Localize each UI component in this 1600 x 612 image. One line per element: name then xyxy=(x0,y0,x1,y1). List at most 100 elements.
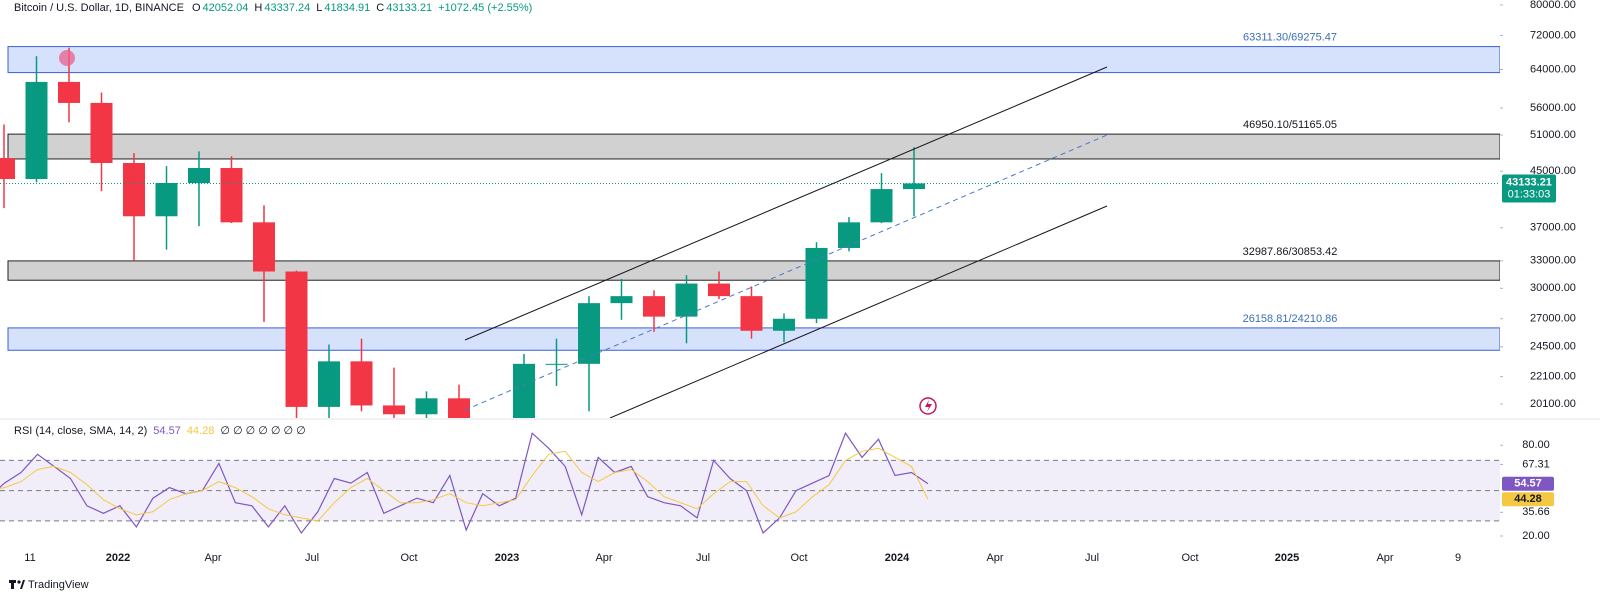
channel-lower xyxy=(609,205,1108,418)
x-tick-label: 2024 xyxy=(885,552,910,564)
footer-brand: TradingView xyxy=(28,579,89,591)
candle-body xyxy=(740,296,763,331)
rsi-legend-value: 54.57 xyxy=(153,425,181,437)
candle-body xyxy=(220,168,243,223)
axes: 63311.30/69275.47 46950.10/51165.05 32987.… xyxy=(24,0,1576,564)
symbol-header: Bitcoin / U.S. Dollar, 1D, BINANCE O 42052… xyxy=(14,2,538,14)
x-tick-label: 2022 xyxy=(106,552,130,564)
y-tick-label: 27000.00 xyxy=(1530,313,1576,325)
zone xyxy=(7,133,1500,160)
zone-label: 32987.86/30853.42 xyxy=(1243,246,1338,258)
candle-body xyxy=(610,296,633,304)
last-price-label: 43133.21 xyxy=(1506,176,1552,188)
candle-body xyxy=(448,398,470,418)
y-tick-label: 24500.00 xyxy=(1530,341,1576,353)
candle-body xyxy=(90,102,113,163)
x-tick-label: 11 xyxy=(24,552,35,564)
candle-body xyxy=(838,222,860,248)
x-tick-label: Apr xyxy=(595,552,612,564)
candle-body xyxy=(188,168,210,184)
x-tick-label: Apr xyxy=(204,552,221,564)
na-values: ∅ ∅ ∅ ∅ ∅ ∅ ∅ xyxy=(220,425,306,437)
x-tick-label: Oct xyxy=(790,552,807,564)
y-tick-label: 80000.00 xyxy=(1530,0,1576,11)
rsi-value-box xyxy=(1502,492,1554,507)
candle-body xyxy=(350,361,373,406)
rsi-line xyxy=(0,431,929,535)
candle-body xyxy=(643,296,665,317)
change: +1072.45 (+2.55%) xyxy=(438,2,533,14)
candle-body xyxy=(285,271,308,407)
ohlc-label: C xyxy=(376,2,385,14)
y-tick-label: 33000.00 xyxy=(1530,255,1576,267)
candle-body xyxy=(58,81,80,103)
rsi-legend: RSI (14, close, SMA, 14, 2) 54.57 44.28 ∅ ∅… xyxy=(14,424,312,437)
candle-body xyxy=(123,162,145,217)
candle-body xyxy=(773,318,795,331)
candle-body xyxy=(25,81,48,180)
rsi-value-box xyxy=(1502,476,1554,491)
y-tick-label: 37000.00 xyxy=(1530,222,1576,234)
candle-body xyxy=(415,398,438,415)
event-icon[interactable] xyxy=(919,397,937,415)
x-tick-label: 2023 xyxy=(495,552,519,564)
x-tick-label: 9 xyxy=(1455,552,1461,564)
candle-body xyxy=(253,222,275,272)
x-tick-label: Apr xyxy=(1376,552,1393,564)
symbol: Bitcoin / U.S. Dollar, 1D, BINANCE xyxy=(14,2,184,14)
zone xyxy=(7,327,1500,351)
ohlc-label: O xyxy=(191,2,201,14)
y-tick-label: 35.66 xyxy=(1522,506,1550,518)
last-price-box xyxy=(1502,174,1556,203)
ohlc-value: 42052.04 xyxy=(202,2,249,14)
candle-body xyxy=(318,361,340,407)
zone-label: 26158.81/24210.86 xyxy=(1243,313,1338,325)
candle-body xyxy=(155,183,178,217)
rsi-line xyxy=(0,447,929,522)
x-tick-label: Jul xyxy=(696,552,710,564)
y-tick-label: 20100.00 xyxy=(1530,398,1576,410)
rsi-value-label: 54.57 xyxy=(1514,478,1542,490)
ohlc-label: H xyxy=(254,2,263,14)
candle-body xyxy=(513,363,535,418)
candle-body xyxy=(545,363,568,365)
candle-body xyxy=(708,283,730,297)
channel-upper xyxy=(464,66,1108,341)
x-tick-label: Apr xyxy=(986,552,1003,564)
x-tick-label: 2025 xyxy=(1275,552,1299,564)
rsi-value-label: 44.28 xyxy=(1514,493,1542,505)
ohlc-value: 43337.24 xyxy=(264,2,311,14)
y-tick-label: 72000.00 xyxy=(1530,29,1576,41)
x-tick-label: Jul xyxy=(1085,552,1099,564)
y-tick-label: 67.31 xyxy=(1522,458,1550,470)
rsi-plot xyxy=(0,431,1500,535)
candle-body xyxy=(481,449,503,461)
candle-body xyxy=(870,189,893,223)
event-icon-bolt xyxy=(925,400,932,412)
y-tick-label: 30000.00 xyxy=(1530,282,1576,294)
y-tick-label: 64000.00 xyxy=(1530,63,1576,75)
y-tick-label: 20.00 xyxy=(1522,530,1550,542)
x-tick-label: Oct xyxy=(1181,552,1198,564)
drawings xyxy=(59,50,1108,418)
y-tick-label: 45000.00 xyxy=(1530,165,1576,177)
candle-body xyxy=(578,303,600,364)
y-tick-label: 80.00 xyxy=(1522,439,1550,451)
rsi-legend-value: 44.28 xyxy=(186,425,215,437)
y-tick-label: 51000.00 xyxy=(1530,129,1576,141)
zone-label: 46950.10/51165.05 xyxy=(1243,119,1337,131)
price-plot xyxy=(0,46,1500,461)
ohlc-value: 43133.21 xyxy=(386,2,433,14)
zone xyxy=(7,260,1500,281)
peak-marker xyxy=(59,50,75,66)
y-tick-label: 22100.00 xyxy=(1530,371,1576,383)
ohlc-label: L xyxy=(316,2,323,14)
zone-label: 63311.30/69275.47 xyxy=(1243,31,1337,43)
candle-body xyxy=(675,283,698,317)
candle-body xyxy=(0,158,15,180)
rsi-title: RSI (14, close, SMA, 14, 2) xyxy=(14,425,148,437)
ohlc-value: 41834.91 xyxy=(324,2,371,14)
y-tick-label: 56000.00 xyxy=(1530,102,1576,114)
candle-body xyxy=(903,183,925,190)
